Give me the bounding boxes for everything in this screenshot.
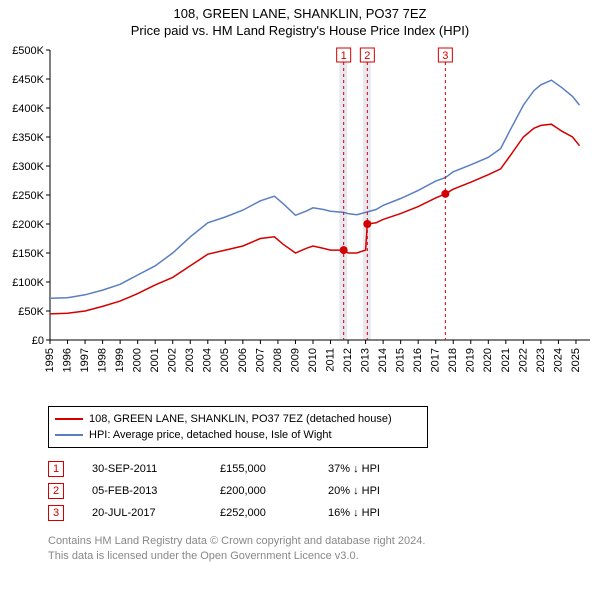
x-tick-label: 1996 bbox=[61, 348, 73, 372]
sale-row-num: 1 bbox=[48, 461, 64, 477]
chart-container: { "title": "108, GREEN LANE, SHANKLIN, P… bbox=[0, 0, 600, 564]
title-main: 108, GREEN LANE, SHANKLIN, PO37 7EZ bbox=[0, 6, 600, 21]
y-tick-label: £150K bbox=[12, 248, 44, 260]
x-tick-label: 2021 bbox=[500, 348, 512, 372]
sale-row-price: £155,000 bbox=[220, 463, 300, 475]
sale-marker-dot bbox=[340, 246, 348, 254]
y-tick-label: £300K bbox=[12, 161, 44, 173]
x-tick-label: 2005 bbox=[219, 348, 231, 372]
x-tick-label: 2006 bbox=[237, 348, 249, 372]
x-tick-label: 2008 bbox=[272, 348, 284, 372]
sale-row: 2 05-FEB-2013 £200,000 20% ↓ HPI bbox=[48, 480, 600, 502]
y-tick-label: £100K bbox=[12, 277, 44, 289]
sale-row-num: 2 bbox=[48, 483, 64, 499]
x-tick-label: 2024 bbox=[552, 348, 564, 372]
x-tick-label: 2011 bbox=[324, 348, 336, 372]
x-tick-label: 2004 bbox=[202, 348, 214, 372]
sale-row-date: 20-JUL-2017 bbox=[92, 507, 192, 519]
sale-row-num: 3 bbox=[48, 505, 64, 521]
x-tick-label: 2016 bbox=[412, 348, 424, 372]
x-tick-label: 2002 bbox=[167, 348, 179, 372]
sale-marker-num: 2 bbox=[364, 50, 370, 62]
x-tick-label: 1997 bbox=[79, 348, 91, 372]
x-tick-label: 2014 bbox=[377, 348, 389, 372]
x-tick-label: 2019 bbox=[465, 348, 477, 372]
x-tick-label: 2018 bbox=[447, 348, 459, 372]
y-tick-label: £400K bbox=[12, 103, 44, 115]
title-sub: Price paid vs. HM Land Registry's House … bbox=[0, 23, 600, 38]
sale-row-date: 30-SEP-2011 bbox=[92, 463, 192, 475]
legend-row: 108, GREEN LANE, SHANKLIN, PO37 7EZ (det… bbox=[55, 411, 421, 427]
x-tick-label: 2012 bbox=[342, 348, 354, 372]
x-tick-label: 2007 bbox=[254, 348, 266, 372]
sale-marker-dot bbox=[363, 220, 371, 228]
titles-block: 108, GREEN LANE, SHANKLIN, PO37 7EZ Pric… bbox=[0, 0, 600, 40]
sale-row: 1 30-SEP-2011 £155,000 37% ↓ HPI bbox=[48, 458, 600, 480]
legend-label: HPI: Average price, detached house, Isle… bbox=[89, 429, 332, 441]
x-tick-label: 2020 bbox=[482, 348, 494, 372]
legend-swatch bbox=[55, 418, 83, 420]
x-tick-label: 1998 bbox=[97, 348, 109, 372]
y-tick-label: £350K bbox=[12, 132, 44, 144]
sale-row-delta: 20% ↓ HPI bbox=[328, 485, 428, 497]
x-tick-label: 2001 bbox=[149, 348, 161, 372]
legend-row: HPI: Average price, detached house, Isle… bbox=[55, 427, 421, 443]
legend-swatch bbox=[55, 434, 83, 436]
x-tick-label: 2000 bbox=[132, 348, 144, 372]
sale-marker-num: 3 bbox=[442, 50, 448, 62]
x-tick-label: 1999 bbox=[114, 348, 126, 372]
x-tick-label: 2010 bbox=[307, 348, 319, 372]
x-tick-label: 1995 bbox=[44, 348, 56, 372]
y-tick-label: £0 bbox=[32, 335, 44, 347]
y-tick-label: £250K bbox=[12, 190, 44, 202]
sale-row-price: £200,000 bbox=[220, 485, 300, 497]
x-tick-label: 2015 bbox=[395, 348, 407, 372]
attribution-line-1: Contains HM Land Registry data © Crown c… bbox=[48, 534, 600, 549]
sale-marker-dot bbox=[441, 190, 449, 198]
x-tick-label: 2003 bbox=[184, 348, 196, 372]
x-tick-label: 2017 bbox=[430, 348, 442, 372]
y-tick-label: £500K bbox=[12, 45, 44, 57]
y-tick-label: £450K bbox=[12, 74, 44, 86]
sale-row-delta: 16% ↓ HPI bbox=[328, 507, 428, 519]
chart-plot-area: £0 £50K £100K £150K £200K £250K £300K £350K £400… bbox=[0, 40, 600, 400]
y-tick-label: £200K bbox=[12, 219, 44, 231]
x-tick-label: 2025 bbox=[570, 348, 582, 372]
x-tick-label: 2013 bbox=[359, 348, 371, 372]
legend-label: 108, GREEN LANE, SHANKLIN, PO37 7EZ (det… bbox=[89, 413, 392, 425]
sales-table: 1 30-SEP-2011 £155,000 37% ↓ HPI 2 05-FEB-201… bbox=[48, 458, 600, 524]
x-tick-label: 2022 bbox=[517, 348, 529, 372]
x-tick-label: 2023 bbox=[535, 348, 547, 372]
legend-box: 108, GREEN LANE, SHANKLIN, PO37 7EZ (det… bbox=[48, 406, 428, 448]
y-tick-label: £50K bbox=[18, 306, 44, 318]
sale-row-delta: 37% ↓ HPI bbox=[328, 463, 428, 475]
attribution-block: Contains HM Land Registry data © Crown c… bbox=[48, 534, 600, 564]
chart-svg: £0 £50K £100K £150K £200K £250K £300K £350K £400… bbox=[0, 40, 600, 400]
sale-row-date: 05-FEB-2013 bbox=[92, 485, 192, 497]
sale-row-price: £252,000 bbox=[220, 507, 300, 519]
attribution-line-2: This data is licensed under the Open Gov… bbox=[48, 549, 600, 564]
x-tick-label: 2009 bbox=[289, 348, 301, 372]
sale-marker-num: 1 bbox=[341, 50, 347, 62]
sale-row: 3 20-JUL-2017 £252,000 16% ↓ HPI bbox=[48, 502, 600, 524]
